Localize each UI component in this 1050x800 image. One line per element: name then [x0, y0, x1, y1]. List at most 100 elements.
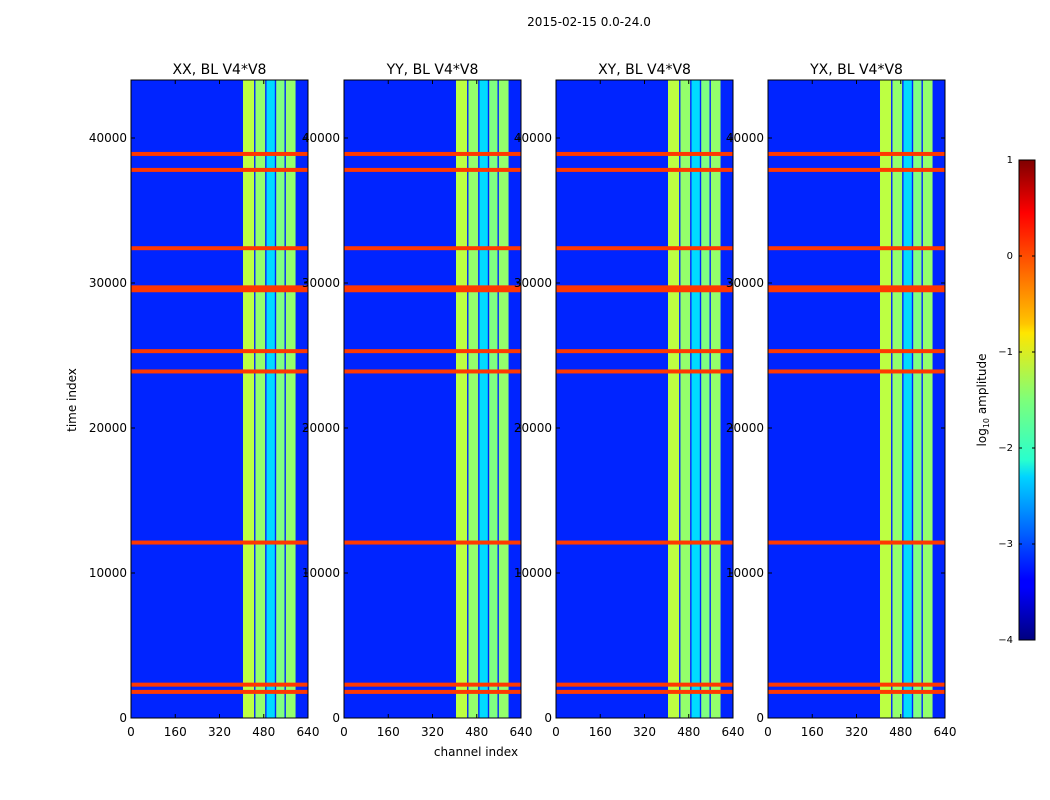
heatmap-panels: XX, BL V4*V8 0 160 320 480 640 0 10000 20000 3000…	[89, 62, 957, 739]
flagged-row	[768, 246, 945, 251]
x-tick-label: 160	[377, 725, 400, 739]
flagged-row	[556, 540, 733, 545]
flagged-row	[344, 369, 521, 374]
x-tick-label: 160	[801, 725, 824, 739]
y-tick-label: 20000	[726, 421, 764, 435]
colorbar-gradient	[1018, 159, 1036, 641]
flagged-row	[768, 369, 945, 374]
flagged-row	[556, 369, 733, 374]
channel-band	[710, 80, 721, 718]
channel-band	[498, 80, 509, 718]
flagged-row	[131, 151, 308, 156]
x-tick-label: 0	[340, 725, 348, 739]
flagged-row	[131, 369, 308, 374]
colorbar-tick-label: 1	[1007, 155, 1013, 166]
y-tick-label: 30000	[514, 276, 552, 290]
x-tick-label: 160	[164, 725, 187, 739]
x-tick-label: 320	[421, 725, 444, 739]
y-tick-label: 30000	[726, 276, 764, 290]
flagged-row	[556, 167, 733, 172]
x-tick-label: 320	[845, 725, 868, 739]
heatmap-panel: YY, BL V4*V8 0 160 320 480 640 0 10000 20000 3000…	[302, 62, 533, 739]
colorbar-label: log10 amplitude	[975, 354, 991, 447]
flagged-row	[556, 682, 733, 687]
flagged-row	[131, 540, 308, 545]
x-tick-label: 640	[934, 725, 957, 739]
flagged-row	[768, 167, 945, 172]
channel-band	[276, 80, 285, 718]
colorbar-tick-label: −2	[998, 443, 1013, 454]
channel-band	[255, 80, 266, 718]
x-tick-label: 0	[552, 725, 560, 739]
x-tick-label: 320	[208, 725, 231, 739]
y-axis-label: time index	[65, 368, 79, 432]
x-tick-label: 480	[252, 725, 275, 739]
x-tick-label: 160	[589, 725, 612, 739]
y-tick-label: 10000	[89, 566, 127, 580]
x-tick-label: 480	[465, 725, 488, 739]
channel-band	[913, 80, 922, 718]
y-tick-label: 10000	[726, 566, 764, 580]
heatmap-panel: XY, BL V4*V8 0 160 320 480 640 0 10000 20000 3000…	[514, 62, 745, 739]
flagged-row	[131, 349, 308, 354]
channel-band	[701, 80, 710, 718]
y-tick-label: 40000	[89, 131, 127, 145]
flagged-row	[556, 288, 733, 293]
flagged-row	[556, 285, 733, 290]
flagged-row	[131, 246, 308, 251]
channel-band	[243, 80, 255, 718]
channel-band	[285, 80, 296, 718]
flagged-row	[344, 689, 521, 694]
channel-band	[489, 80, 498, 718]
colorbar-tick-label: −3	[998, 539, 1013, 550]
flagged-row	[344, 151, 521, 156]
colorbar-label-rest: amplitude	[975, 354, 989, 418]
y-tick-label: 0	[544, 711, 552, 725]
colorbar: 1 0 −1 −2 −3 −4 log10 amplitude	[975, 155, 1036, 646]
colorbar-tick-label: 0	[1007, 251, 1013, 262]
x-tick-label: 320	[633, 725, 656, 739]
y-tick-label: 10000	[514, 566, 552, 580]
y-tick-label: 40000	[726, 131, 764, 145]
y-tick-label: 40000	[514, 131, 552, 145]
y-tick-label: 30000	[302, 276, 340, 290]
flagged-row	[556, 151, 733, 156]
channel-band	[691, 80, 700, 718]
y-tick-label: 0	[332, 711, 340, 725]
panel-title: XY, BL V4*V8	[598, 62, 691, 78]
x-axis-label: channel index	[434, 745, 518, 759]
channel-band	[892, 80, 903, 718]
channel-band	[903, 80, 912, 718]
x-tick-label: 0	[127, 725, 135, 739]
flagged-row	[768, 151, 945, 156]
x-tick-label: 640	[722, 725, 745, 739]
flagged-row	[344, 285, 521, 290]
y-tick-label: 20000	[89, 421, 127, 435]
y-tick-label: 10000	[302, 566, 340, 580]
channel-band	[456, 80, 468, 718]
heatmap-panel: XX, BL V4*V8 0 160 320 480 640 0 10000 20000 3000…	[89, 62, 320, 739]
flagged-row	[556, 349, 733, 354]
channel-band	[479, 80, 488, 718]
panel-title: XX, BL V4*V8	[173, 62, 267, 78]
x-tick-label: 480	[889, 725, 912, 739]
channel-band	[668, 80, 680, 718]
channel-band	[468, 80, 479, 718]
flagged-row	[344, 682, 521, 687]
heatmap-panel: YX, BL V4*V8 0 160 320 480 640 0 10000 20000 3000…	[726, 62, 957, 739]
flagged-row	[131, 682, 308, 687]
flagged-row	[556, 246, 733, 251]
flagged-row	[768, 285, 945, 290]
flagged-row	[768, 349, 945, 354]
channel-band	[922, 80, 933, 718]
y-tick-label: 0	[119, 711, 127, 725]
flagged-row	[768, 682, 945, 687]
flagged-row	[344, 349, 521, 354]
channel-band	[680, 80, 691, 718]
figure-title: 2015-02-15 0.0-24.0	[527, 15, 651, 29]
colorbar-tick-label: −4	[998, 635, 1013, 646]
colorbar-tick-label: −1	[998, 347, 1013, 358]
flagged-row	[131, 288, 308, 293]
flagged-row	[131, 285, 308, 290]
